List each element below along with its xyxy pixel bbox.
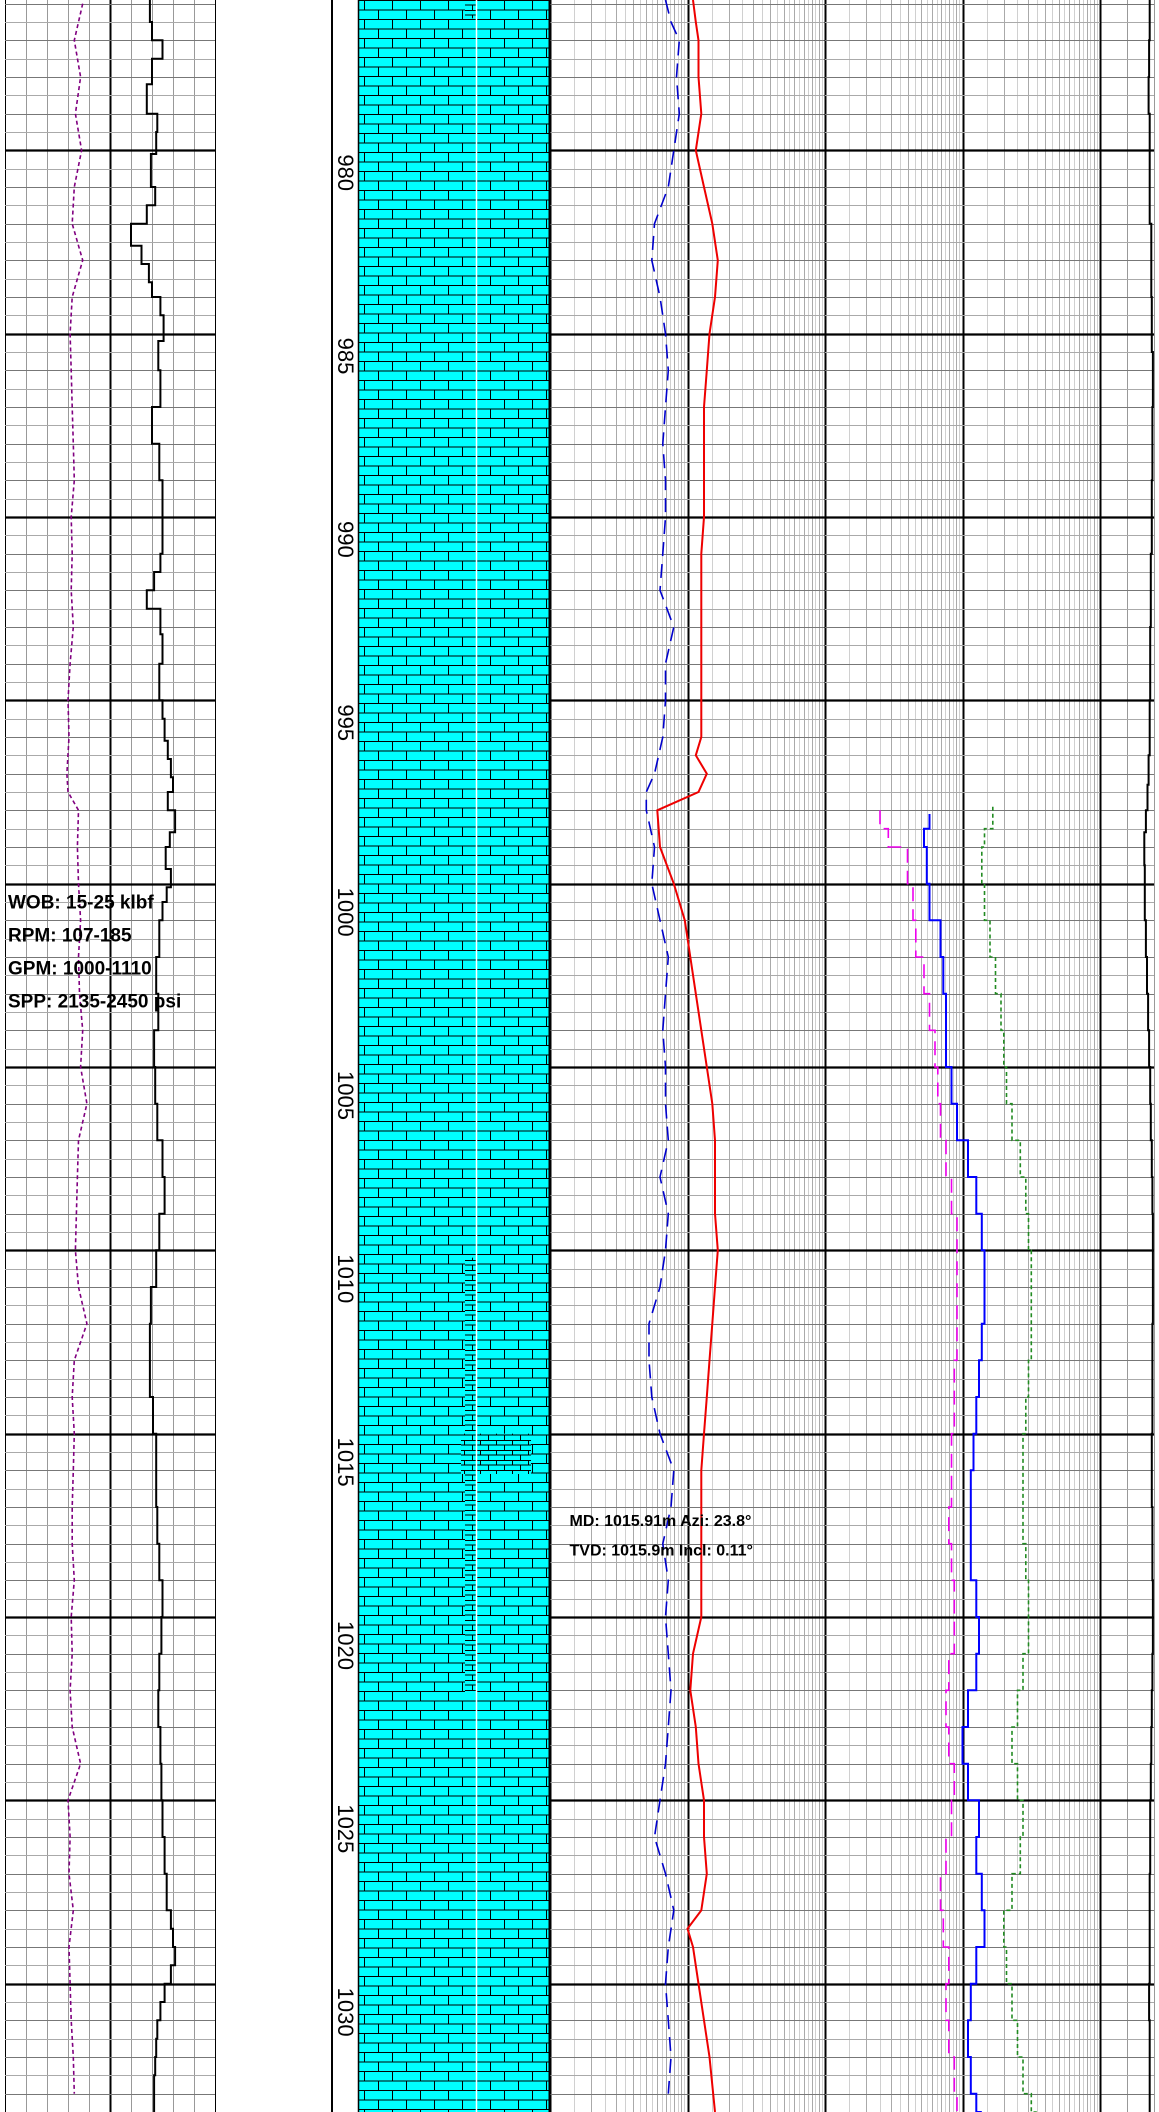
depth-tick-label: 1000 [333, 888, 358, 937]
lithology-column [357, 0, 551, 2112]
depth-tick-label: 1005 [333, 1071, 358, 1120]
depth-tick-label: 1015 [333, 1438, 358, 1487]
track-1-drilling-series-1-curve [130, 0, 177, 2112]
depth-tick-label: 1010 [333, 1254, 358, 1303]
track-3-log-series-1-curve [656, 0, 719, 2112]
track-3-log [549, 0, 827, 2112]
track-1 [5, 0, 216, 2112]
tracks-layer [5, 0, 1155, 2112]
depth-tick-label: 985 [333, 338, 358, 375]
labels-layer: 980 985 990 995 1000 1005 1010 1015 1020 1025 1030 [333, 154, 358, 2036]
annotation-text: RPM: 107-185 [8, 925, 132, 946]
depth-tick-label: 1025 [333, 1804, 358, 1853]
track-3-log-series-0-curve [645, 0, 681, 2094]
depth-tick-label: 995 [333, 704, 358, 741]
annotation-text: TVD: 1015.9m Incl: 0.11° [570, 1542, 753, 1559]
annotation-text: MD: 1015.91m Azi: 23.8° [570, 1513, 752, 1530]
track-4-log [824, 0, 1102, 2112]
limestone-fine-pattern [465, 1257, 477, 1694]
track-4-log-series-0-curve [923, 814, 986, 2112]
limestone-fine-pattern [461, 1433, 531, 1474]
track-5 [1100, 0, 1155, 2112]
depth-tick-label: 990 [333, 521, 358, 558]
depth-tick-label: 1030 [333, 1988, 358, 2037]
depth-tick-label: 980 [333, 154, 358, 191]
track-1-drilling-series-0-curve [66, 3, 88, 2094]
track-4-log-series-1-curve [879, 810, 960, 2112]
annotation-text: GPM: 1000-1110 [8, 958, 152, 979]
limestone-fill [358, 0, 550, 2112]
limestone-fine-pattern [465, 0, 477, 19]
track-4-log-series-2-curve [981, 806, 1037, 2112]
depth-tick-label: 1020 [333, 1621, 358, 1670]
track-5-linear-series-0-curve [1143, 0, 1154, 2112]
annotations-layer: WOB: 15-25 klbf RPM: 107-185 GPM: 1000-111… [8, 892, 753, 1559]
annotation-text: WOB: 15-25 klbf [8, 892, 154, 913]
curves-layer [66, 0, 1154, 2112]
annotation-text: SPP: 2135-2450 psi [8, 991, 181, 1012]
